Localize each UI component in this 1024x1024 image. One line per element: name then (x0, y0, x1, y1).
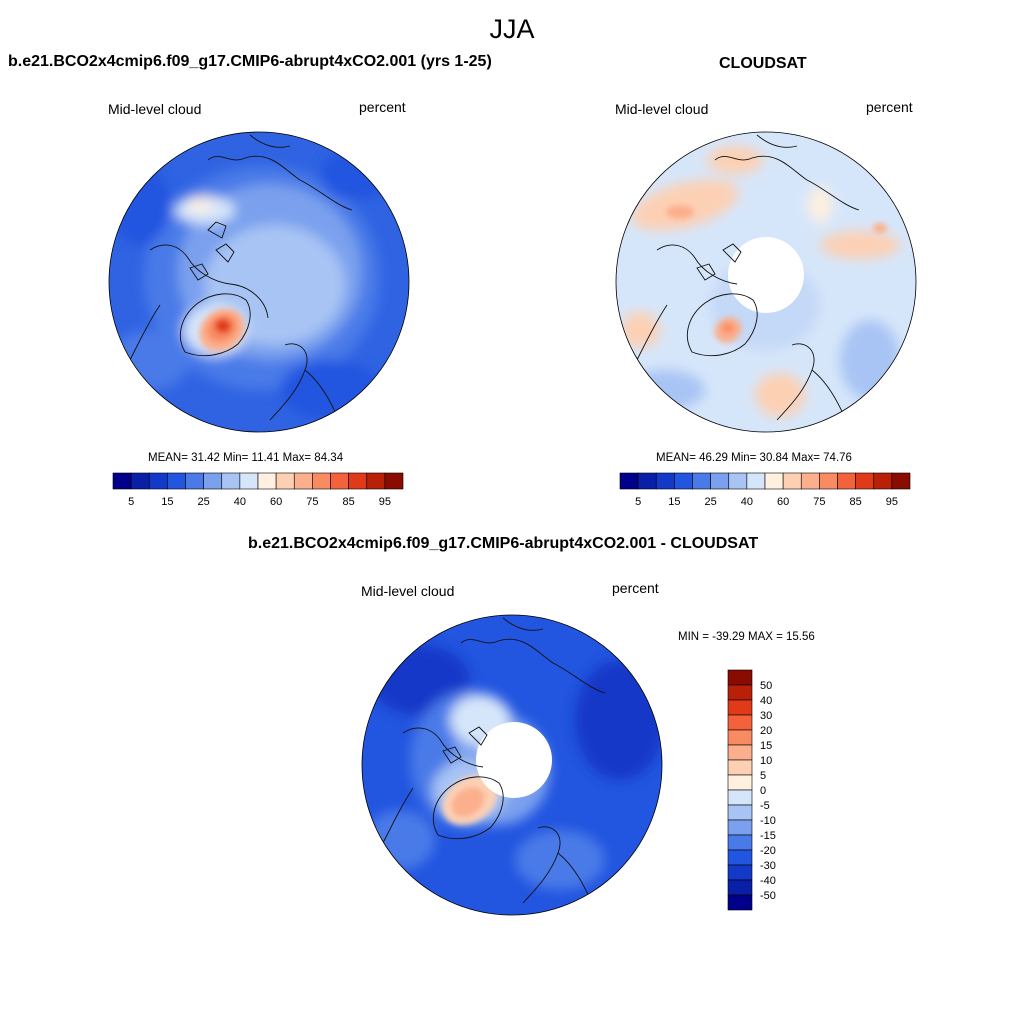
colorbar-swatch (727, 729, 753, 746)
colorbar-cloudsat: 5 15 25 40 60 75 85 95 (619, 472, 911, 508)
colorbar-swatch (366, 472, 386, 490)
colorbar-tick-label: -5 (760, 800, 770, 812)
colorbar-tick-label: -15 (760, 830, 776, 842)
colorbar-swatch (746, 472, 766, 490)
map-cloudsat-polar (615, 131, 917, 433)
colorbar-tick-label: 85 (343, 496, 355, 508)
colorbar-swatch (257, 472, 277, 490)
colorbar-tick-label: -20 (760, 845, 776, 857)
colorbar-tick-label: 40 (760, 695, 772, 707)
colorbar-swatch (148, 472, 168, 490)
colorbar-tick-label: 5 (128, 496, 134, 508)
colorbar-swatch (727, 789, 753, 806)
colorbar-tick-label: 60 (777, 496, 789, 508)
colorbar-swatch (727, 744, 753, 761)
colorbar-tick-label: 60 (270, 496, 282, 508)
colorbar-tick-label: 25 (198, 496, 210, 508)
colorbar-tick-label: 25 (705, 496, 717, 508)
colorbar-swatch (855, 472, 875, 490)
colorbar-swatch (727, 759, 753, 776)
colorbar-tick-label: -30 (760, 860, 776, 872)
colorbar-swatch (727, 834, 753, 851)
colorbar-swatch (800, 472, 820, 490)
colorbar-swatch (873, 472, 893, 490)
colorbar-swatch (692, 472, 711, 490)
colorbar-tick-label: -50 (760, 890, 776, 902)
colorbar-swatch (819, 472, 838, 490)
colorbar-swatch (637, 472, 657, 490)
colorbar-tick-label: 40 (741, 496, 753, 508)
colorbar-swatch (674, 472, 693, 490)
colorbar-tick-label: -10 (760, 815, 776, 827)
colorbar-swatch (727, 819, 753, 836)
colorbar-swatch (655, 472, 675, 490)
colorbar-swatch (727, 849, 753, 866)
panel3-stats: MIN = -39.29 MAX = 15.56 (678, 631, 815, 643)
panel1-stats: MEAN= 31.42 Min= 11.41 Max= 84.34 (148, 452, 344, 464)
panel2-title: CLOUDSAT (719, 55, 807, 72)
map-difference-polar (361, 614, 663, 916)
colorbar-tick-label: 5 (760, 770, 766, 782)
colorbar-tick-label: 15 (161, 496, 173, 508)
colorbar-tick-label: 85 (850, 496, 862, 508)
colorbar-swatch (185, 472, 204, 490)
colorbar-tick-label: -40 (760, 875, 776, 887)
colorbar-swatch (727, 894, 753, 911)
panel1-variable-label: Mid-level cloud (108, 101, 202, 117)
page-title: JJA (489, 14, 535, 44)
panel3-variable-label: Mid-level cloud (361, 583, 455, 599)
panel3-title: b.e21.BCO2x4cmip6.f09_g17.CMIP6-abrupt4x… (248, 535, 759, 552)
colorbar-tick-label: 5 (635, 496, 641, 508)
colorbar-swatch (112, 472, 132, 490)
colorbar-tick-label: 75 (813, 496, 825, 508)
panel2-variable-label: Mid-level cloud (615, 101, 709, 117)
colorbar-tick-label: 50 (760, 680, 772, 692)
colorbar-swatch (239, 472, 259, 490)
colorbar-tick-label: 95 (379, 496, 391, 508)
colorbar-swatch (727, 714, 753, 731)
colorbar-swatch (167, 472, 186, 490)
colorbar-tick-label: 10 (760, 755, 772, 767)
panel2-units-label: percent (866, 99, 913, 115)
colorbar-swatch (275, 472, 295, 490)
colorbar-swatch (727, 879, 753, 896)
map-model-polar (108, 131, 410, 433)
colorbar-tick-label: 15 (760, 740, 772, 752)
colorbar-tick-label: 30 (760, 710, 772, 722)
colorbar-swatch (727, 864, 753, 881)
colorbar-swatch (293, 472, 313, 490)
colorbar-swatch (384, 472, 404, 490)
colorbar-swatch (727, 699, 753, 716)
colorbar-swatch (727, 774, 753, 791)
colorbar-tick-label: 75 (306, 496, 318, 508)
colorbar-tick-label: 40 (234, 496, 246, 508)
colorbar-swatch (312, 472, 331, 490)
colorbar-tick-label: 20 (760, 725, 772, 737)
colorbar-swatch (727, 669, 753, 686)
panel2-stats: MEAN= 46.29 Min= 30.84 Max= 74.76 (656, 452, 852, 464)
colorbar-tick-label: 15 (668, 496, 680, 508)
colorbar-swatch (619, 472, 639, 490)
panel3-units-label: percent (612, 580, 659, 596)
colorbar-swatch (727, 684, 753, 701)
colorbar-swatch (891, 472, 911, 490)
colorbar-swatch (710, 472, 730, 490)
colorbar-tick-label: 95 (886, 496, 898, 508)
colorbar-swatch (728, 472, 748, 490)
colorbar-swatch (764, 472, 784, 490)
colorbar-swatch (782, 472, 802, 490)
colorbar-tick-label: 0 (760, 785, 766, 797)
colorbar-model: 5 15 25 40 60 75 85 95 (112, 472, 404, 508)
panel1-title: b.e21.BCO2x4cmip6.f09_g17.CMIP6-abrupt4x… (8, 53, 492, 70)
colorbar-swatch (348, 472, 368, 490)
colorbar-swatch (203, 472, 223, 490)
colorbar-swatch (330, 472, 349, 490)
colorbar-swatch (130, 472, 150, 490)
colorbar-swatch (837, 472, 856, 490)
colorbar-swatch (221, 472, 241, 490)
panel1-units-label: percent (359, 99, 406, 115)
colorbar-swatch (727, 804, 753, 821)
